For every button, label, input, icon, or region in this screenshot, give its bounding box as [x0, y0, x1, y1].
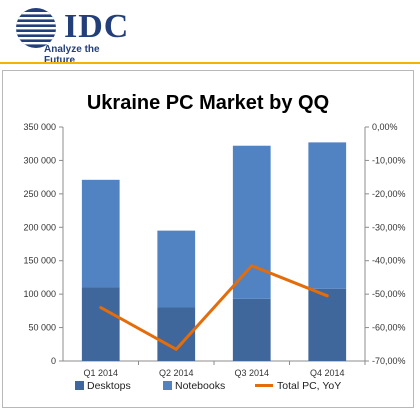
y-left-tick-label: 250 000 [23, 189, 56, 199]
legend-label-notebooks: Notebooks [175, 380, 225, 392]
y-right-tick-label: -10,00% [372, 155, 406, 165]
tagline: Analyze the Future [44, 44, 100, 66]
x-tick-label: Q3 2014 [234, 368, 269, 378]
x-tick-label: Q2 2014 [159, 368, 194, 378]
x-tick-label: Q4 2014 [310, 368, 345, 378]
y-left-tick-label: 0 [51, 356, 56, 366]
y-left-tick-label: 150 000 [23, 256, 56, 266]
y-left-tick-label: 300 000 [23, 155, 56, 165]
chart: Ukraine PC Market by QQ 0 50 000 100 000 15… [23, 92, 405, 392]
bar-desktops [308, 288, 347, 361]
header: IDC Analyze the Future [0, 0, 420, 66]
bar-notebooks [157, 230, 196, 308]
y-right-tick-label: 0,00% [372, 122, 398, 132]
chart-title: Ukraine PC Market by QQ [87, 92, 329, 114]
legend-swatch-notebooks [163, 381, 172, 390]
y-left-tick-label: 100 000 [23, 289, 56, 299]
y-right-tick-label: -20,00% [372, 189, 406, 199]
idc-logo: IDC Analyze the Future [10, 6, 130, 66]
plot-area: 0 50 000 100 000 150 000 200 000 250 000 300 0… [23, 122, 405, 378]
logo-text: IDC [64, 8, 130, 45]
legend-label-desktops: Desktops [87, 380, 131, 392]
y-right-tick-label: -60,00% [372, 323, 406, 333]
legend: Desktops Notebooks Total PC, YoY [75, 380, 341, 392]
x-tick-label: Q1 2014 [83, 368, 118, 378]
y-right-tick-label: -50,00% [372, 289, 406, 299]
y-left-tick-label: 50 000 [28, 323, 56, 333]
bar-notebooks [232, 145, 271, 299]
bar-notebooks [308, 142, 347, 289]
y-right-tick-label: -40,00% [372, 256, 406, 266]
y-left-tick-label: 350 000 [23, 122, 56, 132]
legend-label-total-pc-yoy: Total PC, YoY [277, 380, 341, 392]
line-total-pc-yoy [99, 264, 329, 351]
y-left-tick-label: 200 000 [23, 222, 56, 232]
bar-desktops [232, 298, 271, 361]
chart-frame: Ukraine PC Market by QQ 0 50 000 100 000 15… [2, 70, 414, 408]
globe-icon [16, 8, 56, 48]
header-divider [0, 62, 420, 64]
bar-notebooks [81, 179, 120, 288]
legend-swatch-desktops [75, 381, 84, 390]
y-right-tick-label: -70,00% [372, 356, 406, 366]
bar-desktops [81, 287, 120, 361]
y-right-tick-label: -30,00% [372, 222, 406, 232]
